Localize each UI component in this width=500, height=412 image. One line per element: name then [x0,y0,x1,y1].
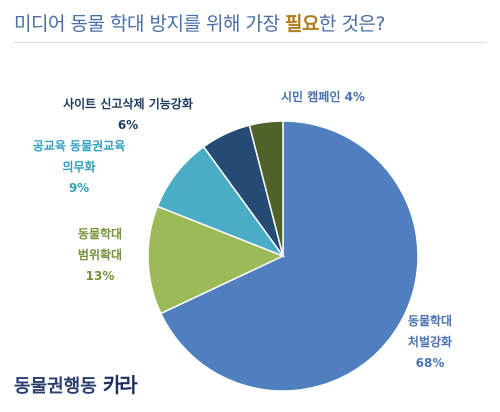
slice-label-line: 동물학대 [408,313,452,328]
title-highlight: 필요 [284,13,319,35]
slice-label-line: 범위확대 [78,247,122,262]
slice-label-line: 의무화 [62,159,95,174]
title-divider [14,42,486,43]
title-text-end: 한 것은? [318,13,386,35]
brand-logo: 카라 [102,373,138,397]
brand-name: 동물권행동 [14,376,97,397]
slice-label-line: 동물학대 [78,226,122,241]
slice-label-4: 시민 캠페인 4% [281,89,365,104]
slice-value: 13% [86,269,115,283]
slice-label-line: 사이트 신고삭제 기능강화 [63,96,193,111]
pie-slices [147,120,419,392]
chart-title: 미디어 동물 학대 방지를 위해 가장 필요한 것은? [14,9,386,36]
slice-label-line: 공교육 동물권교육 [33,138,126,153]
slice-label-3: 사이트 신고삭제 기능강화 6% [63,96,193,132]
pie-labels: 동물학대 처벌강화 68%동물학대 범위확대 13%공교육 동물권교육 의무화 9%사이트 … [33,89,452,370]
pie-slice-1 [147,205,285,315]
slice-value: 9% [69,181,89,195]
pie-slice-0 [159,120,419,392]
slice-value: 68% [416,356,445,370]
title-text-start: 미디어 동물 학대 방지를 위해 가장 [14,13,285,35]
slice-value: 4% [340,90,365,104]
brand-footer: 동물권행동 카라 [14,369,138,398]
slice-value: 6% [118,118,138,132]
pie-slice-4 [248,120,284,257]
slice-label-line: 시민 캠페인 [281,89,340,104]
slice-label-line: 처벌강화 [408,334,452,349]
